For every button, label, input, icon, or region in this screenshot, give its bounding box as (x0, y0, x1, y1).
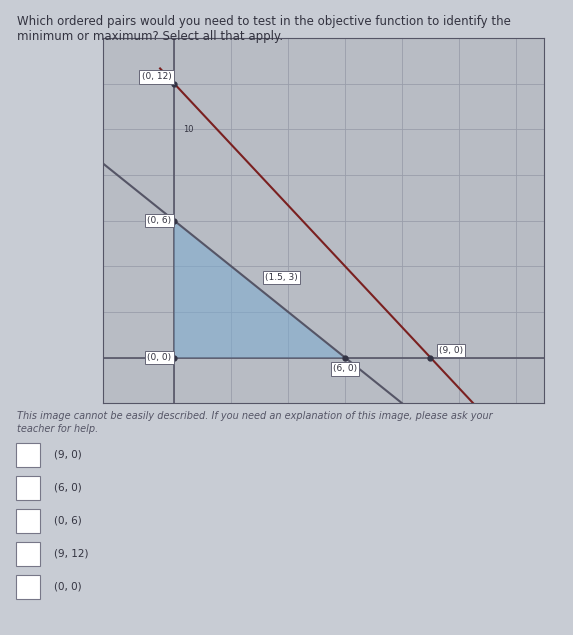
Polygon shape (174, 221, 345, 358)
Text: minimum or maximum? Select all that apply.: minimum or maximum? Select all that appl… (17, 30, 283, 43)
Text: teacher for help.: teacher for help. (17, 424, 99, 434)
Text: (0, 0): (0, 0) (54, 581, 82, 591)
Text: (0, 12): (0, 12) (142, 72, 171, 81)
Text: (0, 6): (0, 6) (147, 216, 171, 225)
Text: (0, 6): (0, 6) (54, 515, 82, 525)
Text: (1.5, 3): (1.5, 3) (265, 273, 298, 282)
Text: 10: 10 (183, 125, 193, 134)
Text: (9, 0): (9, 0) (54, 449, 82, 459)
Text: (0, 0): (0, 0) (147, 353, 171, 362)
Text: (9, 0): (9, 0) (439, 346, 463, 355)
Text: (6, 0): (6, 0) (54, 482, 82, 492)
Text: (6, 0): (6, 0) (333, 364, 357, 373)
Text: (9, 12): (9, 12) (54, 548, 89, 558)
Text: Which ordered pairs would you need to test in the objective function to identify: Which ordered pairs would you need to te… (17, 15, 511, 28)
Text: This image cannot be easily described. If you need an explanation of this image,: This image cannot be easily described. I… (17, 411, 493, 422)
